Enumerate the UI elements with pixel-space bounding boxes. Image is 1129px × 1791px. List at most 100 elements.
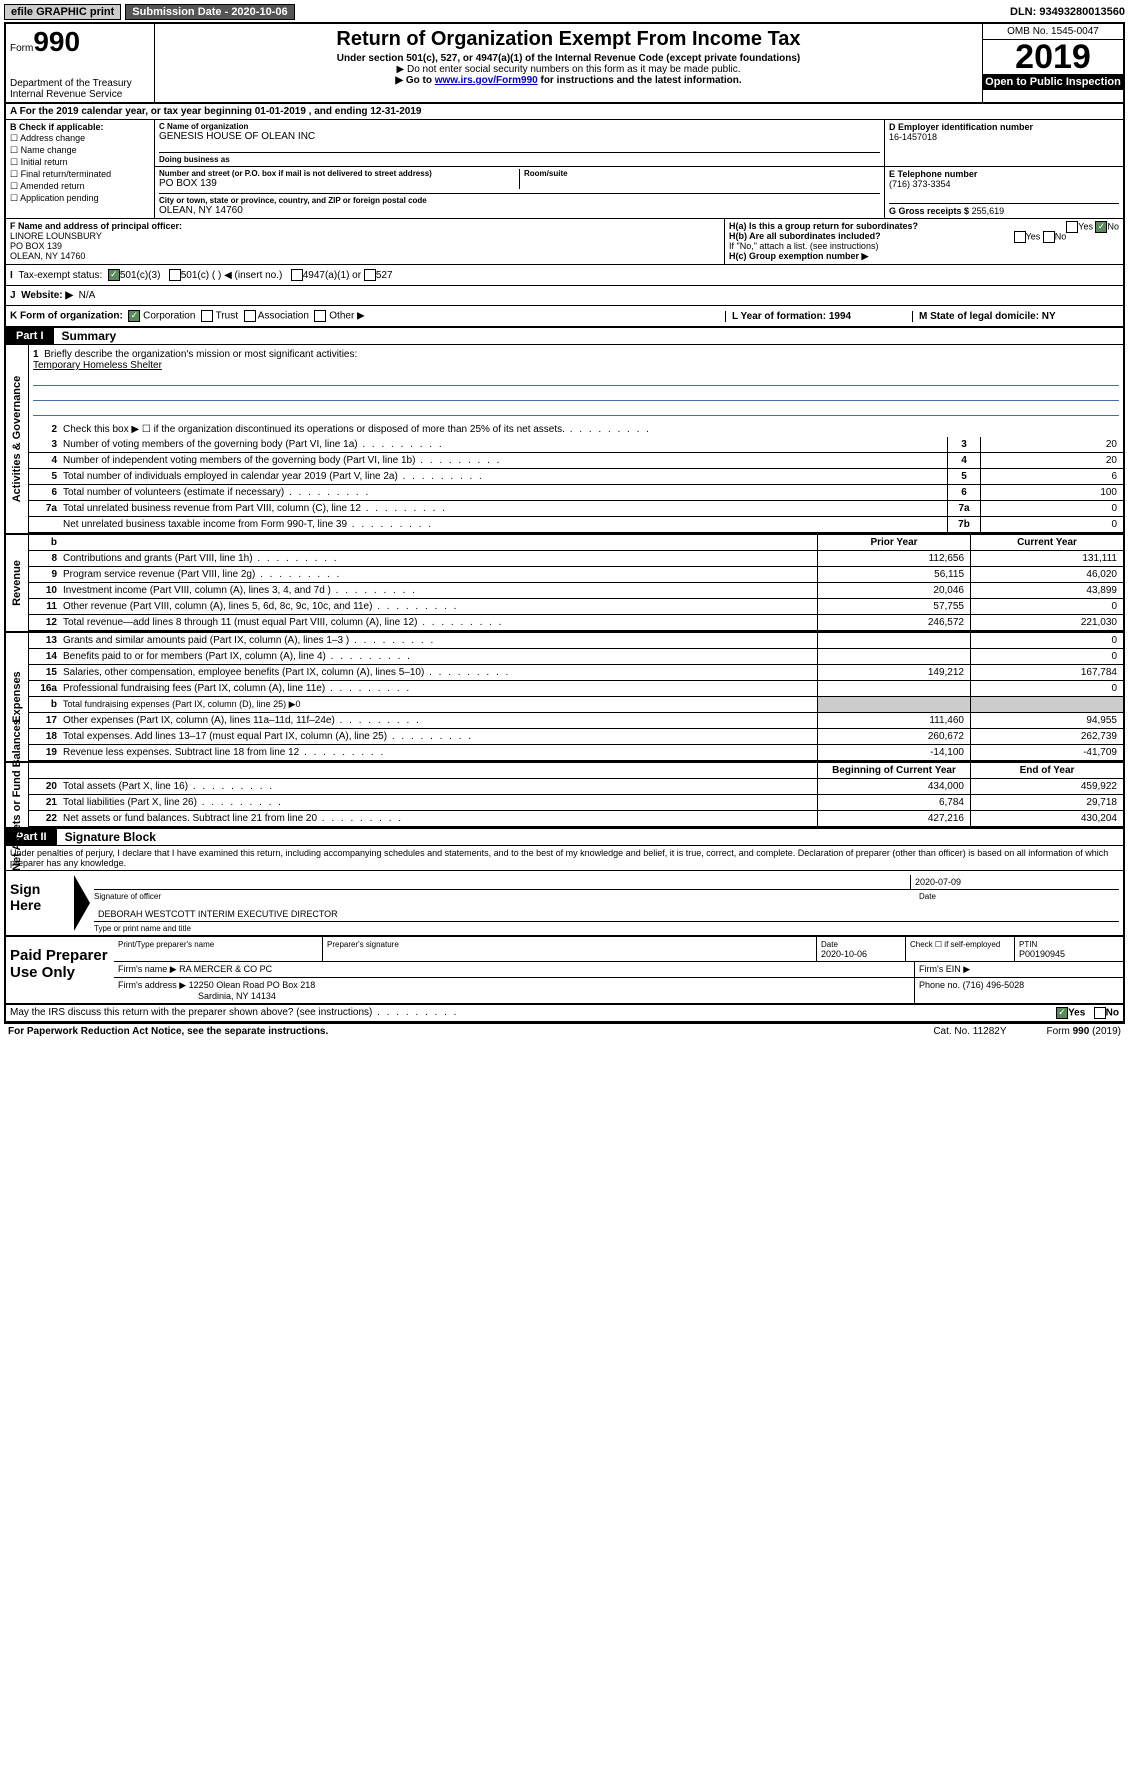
ha-no[interactable]: ✓ — [1095, 221, 1107, 233]
summary-line: 6Total number of volunteers (estimate if… — [29, 485, 1123, 501]
summary-line: 14Benefits paid to or for members (Part … — [29, 649, 1123, 665]
check-amended[interactable]: ☐ Amended return — [10, 181, 150, 192]
city-value: OLEAN, NY 14760 — [159, 205, 880, 216]
summary-line: 18Total expenses. Add lines 13–17 (must … — [29, 729, 1123, 745]
prior-year-header: Prior Year — [817, 535, 970, 550]
hb-yes[interactable] — [1014, 231, 1026, 243]
header-sub3: ▶ Go to www.irs.gov/Form990 for instruct… — [159, 75, 978, 86]
k-label: K Form of organization: — [10, 311, 123, 322]
summary-line: 9Program service revenue (Part VIII, lin… — [29, 567, 1123, 583]
side-governance: Activities & Governance — [6, 345, 29, 533]
footer-final: For Paperwork Reduction Act Notice, see … — [4, 1024, 1125, 1039]
ha-yes[interactable] — [1066, 221, 1078, 233]
paperwork-notice: For Paperwork Reduction Act Notice, see … — [8, 1026, 328, 1037]
governance-section: Activities & Governance 1 Briefly descri… — [6, 345, 1123, 535]
firm-name-cell: Firm's name ▶ RA MERCER & CO PC — [114, 962, 915, 977]
form-ref: Form 990 (2019) — [1047, 1026, 1121, 1037]
discuss-yes[interactable]: ✓ — [1056, 1007, 1068, 1019]
net-assets-section: Net Assets or Fund Balances Beginning of… — [6, 763, 1123, 829]
prep-sig-cell[interactable]: Preparer's signature — [323, 937, 817, 961]
row-k: K Form of organization: ✓ Corporation Tr… — [6, 306, 1123, 328]
sig-date-val: 2020-07-09 — [910, 875, 1119, 889]
summary-line: Net unrelated business taxable income fr… — [29, 517, 1123, 533]
phone-gross-cell: E Telephone number (716) 373-3354 G Gros… — [885, 167, 1123, 218]
summary-line: 2Check this box ▶ ☐ if the organization … — [29, 422, 1123, 437]
org-name-label: C Name of organization — [159, 122, 880, 131]
net-header: Beginning of Current Year End of Year — [29, 763, 1123, 779]
phone-value: (716) 373-3354 — [889, 179, 1119, 189]
form-container: Form990 Department of the Treasury Inter… — [4, 22, 1125, 1024]
arrow-icon — [74, 875, 90, 931]
sig-officer[interactable] — [94, 875, 910, 889]
officer-addr2: OLEAN, NY 14760 — [10, 251, 720, 261]
discuss-no[interactable] — [1094, 1007, 1106, 1019]
check-assoc[interactable] — [244, 310, 256, 322]
summary-line: 19Revenue less expenses. Subtract line 1… — [29, 745, 1123, 761]
form-prefix: Form — [10, 43, 33, 54]
addr-cell: Number and street (or P.O. box if mail i… — [155, 167, 885, 218]
efile-button[interactable]: efile GRAPHIC print — [4, 4, 121, 20]
discuss-text: May the IRS discuss this return with the… — [10, 1007, 458, 1019]
gross-value: 255,619 — [972, 206, 1005, 216]
summary-line: 15Salaries, other compensation, employee… — [29, 665, 1123, 681]
part2-title: Signature Block — [57, 830, 156, 844]
summary-line: 22Net assets or fund balances. Subtract … — [29, 811, 1123, 827]
addr-value: PO BOX 139 — [159, 178, 515, 189]
dept-treasury: Department of the Treasury — [10, 78, 150, 89]
form-header: Form990 Department of the Treasury Inter… — [6, 24, 1123, 104]
revenue-section: Revenue b Prior Year Current Year 8Contr… — [6, 535, 1123, 633]
header-sub2: ▶ Do not enter social security numbers o… — [159, 64, 978, 75]
officer-label: F Name and address of principal officer: — [10, 221, 182, 231]
submission-date-button[interactable]: Submission Date - 2020-10-06 — [125, 4, 294, 20]
section-bc: B Check if applicable: ☐ Address change … — [6, 120, 1123, 219]
check-trust[interactable] — [201, 310, 213, 322]
side-revenue: Revenue — [6, 535, 29, 631]
officer-addr1: PO BOX 139 — [10, 241, 720, 251]
top-bar: efile GRAPHIC print Submission Date - 20… — [4, 4, 1125, 20]
summary-line: 20Total assets (Part X, line 16)434,0004… — [29, 779, 1123, 795]
mission-line — [33, 373, 1119, 386]
sub3-pre: ▶ Go to — [395, 75, 434, 86]
check-pending[interactable]: ☐ Application pending — [10, 193, 150, 204]
check-address[interactable]: ☐ Address change — [10, 133, 150, 144]
ein-value: 16-1457018 — [889, 132, 1119, 142]
website-label: Website: ▶ — [21, 290, 73, 301]
check-501c[interactable] — [169, 269, 181, 281]
mission-line — [33, 403, 1119, 416]
sign-here-label: Sign Here — [6, 871, 74, 935]
part1-header: Part I Summary — [6, 328, 1123, 345]
typed-name-label: Type or print name and title — [94, 924, 1119, 933]
summary-line: 5Total number of individuals employed in… — [29, 469, 1123, 485]
row-i: I Tax-exempt status: ✓ 501(c)(3) 501(c) … — [6, 265, 1123, 286]
header-sub1: Under section 501(c), 527, or 4947(a)(1)… — [159, 53, 978, 64]
irs-link[interactable]: www.irs.gov/Form990 — [435, 75, 538, 86]
check-other[interactable] — [314, 310, 326, 322]
side-net: Net Assets or Fund Balances — [6, 763, 29, 827]
open-public: Open to Public Inspection — [983, 74, 1123, 90]
gross-label: G Gross receipts $ — [889, 206, 969, 216]
check-initial[interactable]: ☐ Initial return — [10, 157, 150, 168]
prep-date-cell: Date2020-10-06 — [817, 937, 906, 961]
header-left: Form990 Department of the Treasury Inter… — [6, 24, 155, 102]
hb-no[interactable] — [1043, 231, 1055, 243]
check-corp[interactable]: ✓ — [128, 310, 140, 322]
ein-label: D Employer identification number — [889, 122, 1033, 132]
check-name[interactable]: ☐ Name change — [10, 145, 150, 156]
mission-label: Briefly describe the organization's miss… — [44, 349, 357, 360]
begin-year-header: Beginning of Current Year — [817, 763, 970, 778]
firm-phone-cell: Phone no. (716) 496-5028 — [915, 978, 1123, 1003]
row-j: J Website: ▶ N/A — [6, 286, 1123, 306]
box-f: F Name and address of principal officer:… — [6, 219, 725, 264]
tax-status-label: Tax-exempt status: — [18, 270, 102, 281]
summary-line: bTotal fundraising expenses (Part IX, co… — [29, 697, 1123, 713]
check-final[interactable]: ☐ Final return/terminated — [10, 169, 150, 180]
check-527[interactable] — [364, 269, 376, 281]
fh-row: F Name and address of principal officer:… — [6, 219, 1123, 265]
check-501c3[interactable]: ✓ — [108, 269, 120, 281]
sign-fields: 2020-07-09 Signature of officer Date DEB… — [90, 871, 1123, 935]
check-4947[interactable] — [291, 269, 303, 281]
paid-fields: Print/Type preparer's name Preparer's si… — [114, 937, 1123, 1003]
part2-header: Part II Signature Block — [6, 829, 1123, 846]
prep-selfemp-cell[interactable]: Check ☐ if self-employed — [906, 937, 1015, 961]
org-name: GENESIS HOUSE OF OLEAN INC — [159, 131, 880, 142]
